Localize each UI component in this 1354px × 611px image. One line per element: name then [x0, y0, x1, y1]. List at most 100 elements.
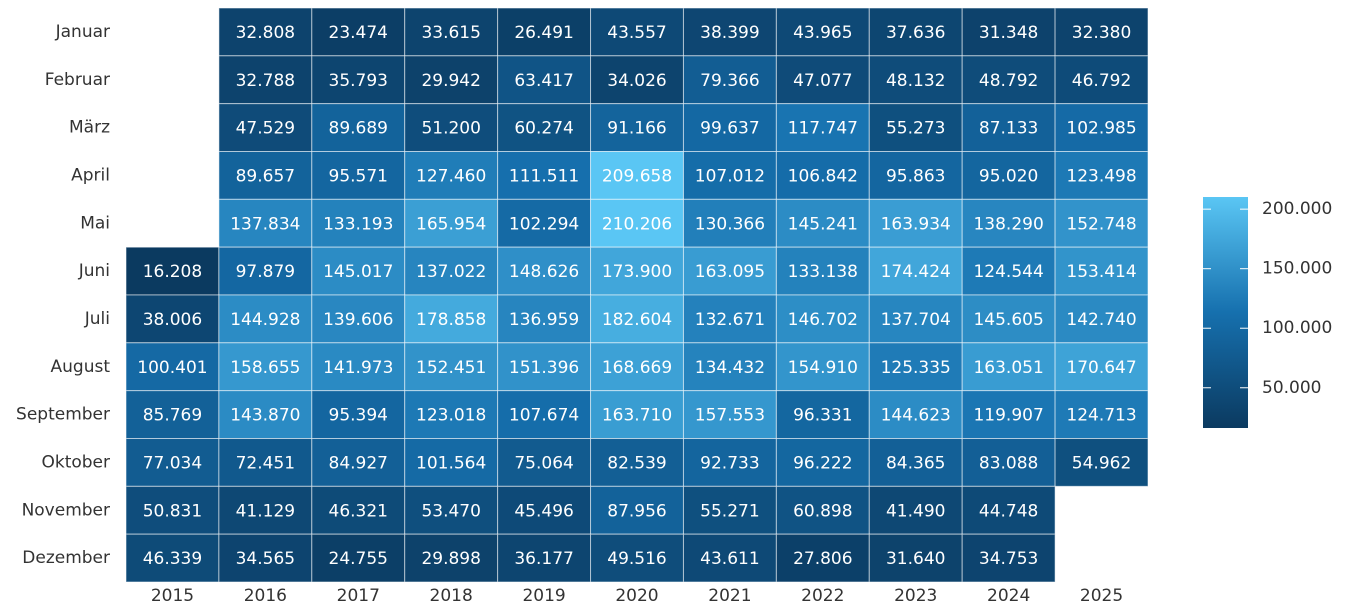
- heat-cell: [868, 438, 963, 487]
- heat-cell: [775, 198, 870, 248]
- cell-label: 44.748: [979, 501, 1038, 521]
- cell-label: 75.064: [514, 453, 573, 473]
- heat-cell: [775, 438, 870, 487]
- cell-label: 35.793: [329, 71, 388, 91]
- cell-label: 82.539: [607, 453, 666, 473]
- cell-label: 84.927: [329, 453, 388, 473]
- heat-cell: [1054, 342, 1149, 392]
- cell-label: 158.655: [230, 358, 300, 378]
- cell-label: 60.898: [793, 501, 852, 521]
- cell-label: 79.366: [700, 71, 759, 91]
- cell-label: 143.870: [230, 406, 300, 426]
- x-tick-label: 2021: [708, 586, 751, 606]
- heat-cell: [590, 342, 684, 392]
- x-tick-label: 2018: [430, 586, 473, 606]
- cell-label: 107.674: [509, 406, 579, 426]
- cell-label: 47.077: [793, 71, 852, 91]
- cell-label: 124.544: [973, 262, 1043, 282]
- cell-label: 89.657: [236, 166, 295, 186]
- heat-cell: [1054, 198, 1149, 248]
- y-tick-label: November: [22, 500, 110, 520]
- cell-label: 125.335: [881, 358, 951, 378]
- cell-label: 144.623: [881, 406, 951, 426]
- heat-cell: [682, 7, 777, 57]
- cell-label: 32.788: [236, 71, 295, 91]
- cell-label: 157.553: [695, 406, 765, 426]
- heat-cell: [1054, 294, 1149, 344]
- heat-cell: [961, 342, 1056, 392]
- cell-label: 138.290: [973, 214, 1043, 234]
- cell-label: 101.564: [416, 453, 486, 473]
- cell-label: 95.394: [329, 406, 388, 426]
- heat-cell: [961, 103, 1056, 152]
- heat-cell: [218, 151, 313, 200]
- heat-cell: [682, 151, 777, 200]
- y-tick-label: April: [71, 165, 110, 185]
- heat-cell: [590, 246, 684, 296]
- cell-label: 136.959: [509, 310, 579, 330]
- heat-cell: [1054, 7, 1149, 57]
- x-tick-label: 2025: [1080, 586, 1123, 606]
- heat-cell: [868, 7, 963, 57]
- heat-cell: [682, 198, 777, 248]
- heat-cell: [311, 533, 406, 583]
- cell-label: 133.193: [323, 214, 393, 234]
- cell-label: 43.611: [700, 549, 759, 569]
- cell-label: 91.166: [607, 119, 666, 139]
- cell-label: 31.348: [979, 23, 1038, 43]
- cell-label: 43.557: [607, 23, 666, 43]
- cell-label: 145.017: [323, 262, 393, 282]
- cell-label: 210.206: [602, 214, 672, 234]
- cell-label: 87.133: [979, 119, 1038, 139]
- cell-label: 163.710: [602, 406, 672, 426]
- cell-label: 84.365: [886, 453, 945, 473]
- cell-label: 96.331: [793, 406, 852, 426]
- cell-label: 92.733: [700, 453, 759, 473]
- heat-cell: [125, 533, 220, 583]
- cell-label: 107.012: [695, 166, 765, 186]
- cell-label: 34.565: [236, 549, 295, 569]
- heat-cell: [497, 55, 592, 105]
- cell-label: 144.928: [230, 310, 300, 330]
- cell-label: 163.051: [973, 358, 1043, 378]
- cell-label: 49.516: [607, 549, 666, 569]
- heat-cell: [1054, 246, 1149, 296]
- heat-cell: [682, 55, 777, 105]
- cell-label: 99.637: [700, 119, 759, 139]
- cell-label: 36.177: [514, 549, 573, 569]
- cell-label: 102.294: [509, 214, 579, 234]
- heat-cell: [404, 103, 499, 152]
- cell-label: 31.640: [886, 549, 945, 569]
- heat-cell: [590, 294, 684, 344]
- heat-cell: [1054, 390, 1149, 439]
- cell-label: 163.934: [881, 214, 951, 234]
- heat-cell: [497, 294, 592, 344]
- cell-label: 46.339: [143, 549, 202, 569]
- cell-label: 48.792: [979, 71, 1038, 91]
- heat-cell: [218, 342, 313, 392]
- heat-cell: [775, 55, 870, 105]
- cell-label: 141.973: [323, 358, 393, 378]
- cell-label: 29.942: [421, 71, 480, 91]
- heat-cell: [497, 485, 592, 535]
- heat-cell: [404, 7, 499, 57]
- cell-label: 117.747: [788, 119, 858, 139]
- heat-cell: [590, 103, 684, 152]
- cell-label: 163.095: [695, 262, 765, 282]
- heat-cell: [218, 485, 313, 535]
- heat-cell: [868, 103, 963, 152]
- cell-label: 119.907: [973, 406, 1043, 426]
- cell-label: 89.689: [329, 119, 388, 139]
- heat-cell: [404, 198, 499, 248]
- heat-cell: [218, 7, 313, 57]
- heat-cell: [868, 294, 963, 344]
- cell-label: 55.271: [700, 501, 759, 521]
- heat-cell: [1054, 151, 1149, 200]
- cell-label: 32.808: [236, 23, 295, 43]
- heat-cell: [311, 198, 406, 248]
- cell-label: 133.138: [788, 262, 858, 282]
- heat-cell: [775, 533, 870, 583]
- cell-label: 100.401: [137, 358, 207, 378]
- cell-label: 32.380: [1072, 23, 1131, 43]
- y-tick-label: Oktober: [41, 452, 110, 472]
